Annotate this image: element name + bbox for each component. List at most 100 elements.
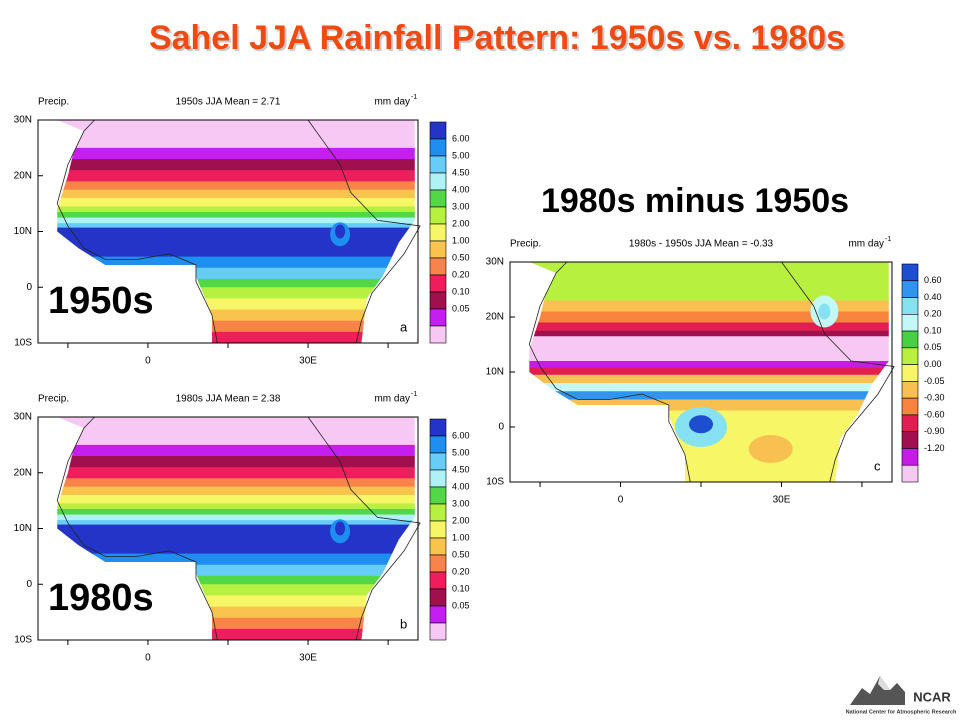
- contour-band: [529, 330, 889, 337]
- contour-band: [57, 206, 415, 213]
- contour-band: [57, 287, 415, 299]
- panel-subtitle: 1980s - 1950s JJA Mean = -0.33: [629, 239, 774, 250]
- contour-blob: [748, 435, 793, 463]
- contour-band: [529, 391, 889, 400]
- colorbar-label: 3.00: [452, 498, 470, 508]
- units-exponent: -1: [411, 94, 417, 101]
- colorbar-swatch: [429, 520, 447, 539]
- units-label: mm day: [374, 394, 410, 405]
- contour-band: [57, 595, 415, 608]
- contour-band: [529, 374, 889, 384]
- lat-tick-label: 30N: [14, 412, 32, 423]
- colorbar-label: -0.90: [924, 426, 945, 436]
- units-exponent: -1: [411, 391, 417, 398]
- contour-band: [529, 300, 889, 312]
- colorbar-swatch: [429, 554, 447, 573]
- lon-tick-label: 30E: [299, 653, 317, 664]
- colorbar-swatch: [429, 138, 447, 157]
- colorbar-swatch: [429, 189, 447, 208]
- lat-tick-label: 0: [26, 282, 32, 293]
- lat-tick-label: 20N: [14, 467, 32, 478]
- var-label: Precip.: [38, 97, 69, 108]
- colorbar-swatch: [429, 223, 447, 242]
- lat-tick-label: 10N: [14, 226, 32, 237]
- contour-band: [57, 211, 415, 219]
- lat-tick-label: 0: [498, 422, 504, 433]
- period-label: 1950s: [48, 280, 154, 322]
- colorbar-swatch: [901, 314, 919, 332]
- colorbar-label: -0.30: [924, 393, 945, 403]
- colorbar-swatch: [429, 274, 447, 293]
- contour-band: [57, 456, 415, 468]
- colorbar-swatch: [429, 622, 447, 641]
- contour-band: [57, 309, 415, 322]
- contour-band: [57, 508, 415, 516]
- colorbar-swatch: [429, 537, 447, 556]
- contour-band: [57, 278, 415, 288]
- units-label: mm day: [848, 239, 884, 250]
- coastline: [56, 119, 218, 344]
- contour-band: [57, 564, 415, 577]
- colorbar-swatch: [901, 431, 919, 449]
- contour-band: [57, 298, 415, 311]
- contour-band: [57, 575, 415, 585]
- colorbar-label: 1.00: [452, 235, 470, 245]
- logo-mountains: [850, 676, 905, 705]
- panel-letter: c: [874, 458, 881, 473]
- colorbar-swatch: [429, 257, 447, 276]
- lat-tick-label: 10S: [14, 635, 32, 646]
- colorbar-label: 0.20: [452, 269, 470, 279]
- lon-tick-label: 30E: [773, 495, 791, 506]
- lat-tick-label: 30N: [486, 257, 504, 268]
- colorbar-label: 4.00: [452, 481, 470, 491]
- colorbar-swatch: [901, 414, 919, 432]
- colorbar-swatch: [901, 464, 919, 483]
- contour-band: [529, 383, 889, 392]
- colorbar-swatch: [901, 397, 919, 416]
- contour-band: [529, 367, 889, 376]
- contour-band: [57, 267, 415, 280]
- coastline: [528, 261, 691, 483]
- colorbar-swatch: [429, 121, 447, 140]
- contour-band: [529, 311, 889, 323]
- contour-band: [57, 520, 415, 526]
- contour-band: [57, 223, 415, 229]
- colorbar-label: 4.00: [452, 184, 470, 194]
- coastline: [781, 261, 895, 483]
- var-label: Precip.: [38, 394, 69, 405]
- colorbar-label: 5.00: [452, 447, 470, 457]
- colorbar-label: -0.60: [924, 409, 945, 419]
- colorbar-swatch: [429, 172, 447, 191]
- colorbar-label: 5.00: [452, 150, 470, 160]
- colorbar-swatch: [901, 448, 919, 466]
- contour-band: [57, 159, 415, 171]
- contour-band: [57, 514, 415, 521]
- colorbar-swatch: [429, 571, 447, 590]
- coastline: [56, 416, 218, 641]
- contour-blob: [87, 539, 124, 552]
- contour-blob: [818, 303, 831, 320]
- colorbar-label: 3.00: [452, 201, 470, 211]
- contour-band: [57, 495, 415, 504]
- contour-band: [57, 147, 415, 160]
- colorbar-swatch: [429, 503, 447, 522]
- colorbar-swatch: [429, 418, 447, 437]
- colorbar-label: 0.10: [452, 286, 470, 296]
- diff-heading: 1980s minus 1950s: [541, 182, 849, 220]
- colorbar-label: 4.50: [452, 167, 470, 177]
- contour-band: [57, 331, 415, 343]
- colorbar-swatch: [901, 347, 919, 365]
- colorbar-swatch: [429, 452, 447, 471]
- var-label: Precip.: [510, 239, 541, 250]
- lat-tick-label: 10S: [486, 477, 504, 488]
- colorbar-label: 0.20: [924, 309, 942, 319]
- contour-band: [57, 417, 415, 446]
- contour-band: [57, 606, 415, 619]
- colorbar-swatch: [429, 486, 447, 505]
- colorbar-swatch: [429, 291, 447, 310]
- colorbar-label: 0.50: [452, 549, 470, 559]
- contour-band: [57, 189, 415, 199]
- contour-band: [57, 256, 415, 269]
- contour-band: [57, 486, 415, 496]
- colorbar-label: 4.50: [452, 464, 470, 474]
